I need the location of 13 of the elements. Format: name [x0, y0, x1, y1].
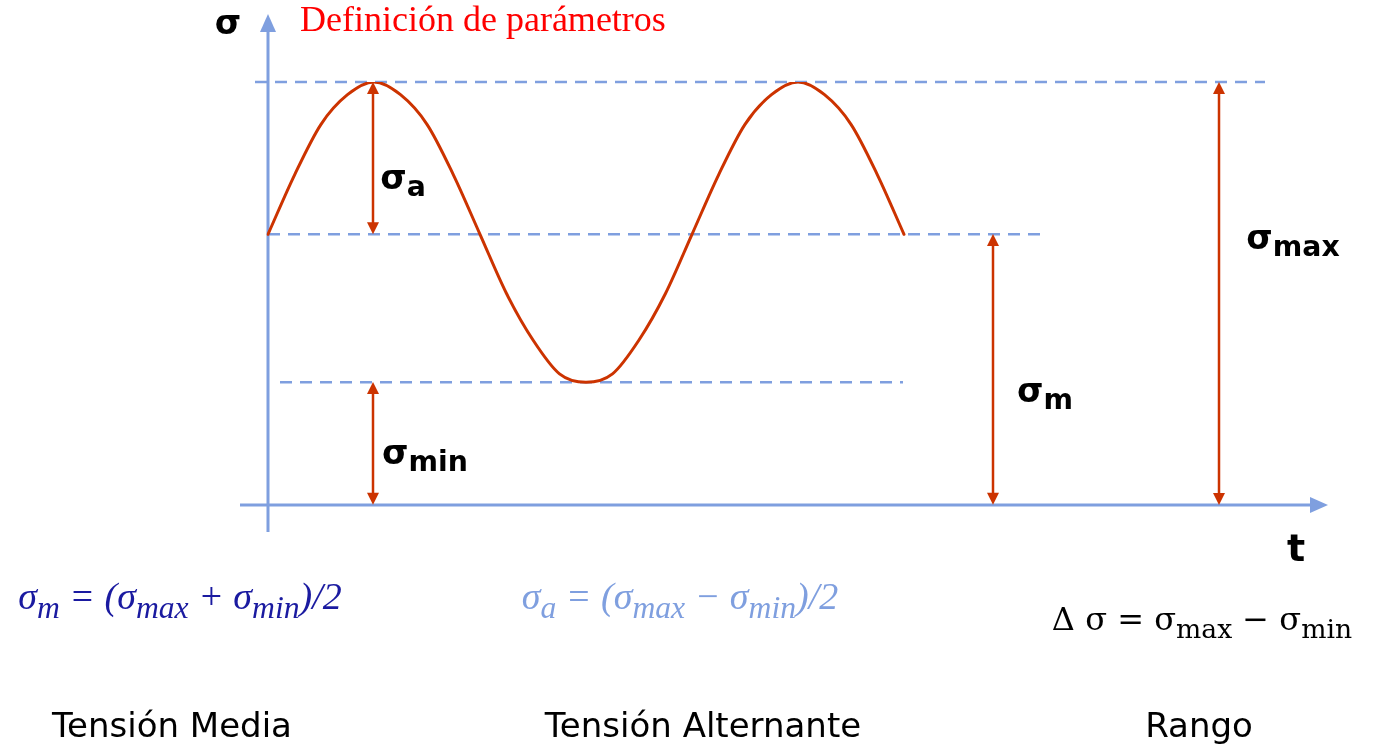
text: Δ σ = σ$_{max}$ − σ$_{min}$ [1051, 600, 1353, 644]
annotation: σ$_{max}$ [1246, 216, 1340, 264]
text: Tensión Media [52, 705, 292, 745]
text: Rango [1145, 705, 1253, 745]
annotation: σ$_{a}$ [380, 156, 426, 204]
y-axis-title: σ [214, 2, 242, 42]
x-axis-title: t [1286, 526, 1306, 570]
chart-title: Definición de parámetros [300, 0, 666, 40]
text: σ$_{a}$ = (σ$_{max}$ − σ$_{min}$)/2 [521, 574, 839, 626]
text: Tensión Alternante [544, 705, 862, 745]
annotation: σ$_{m}$ [1016, 369, 1074, 417]
annotation: σ$_{min}$ [382, 431, 468, 479]
text: σ$_{m}$ = (σ$_{max}$ + σ$_{min}$)/2 [18, 574, 342, 626]
